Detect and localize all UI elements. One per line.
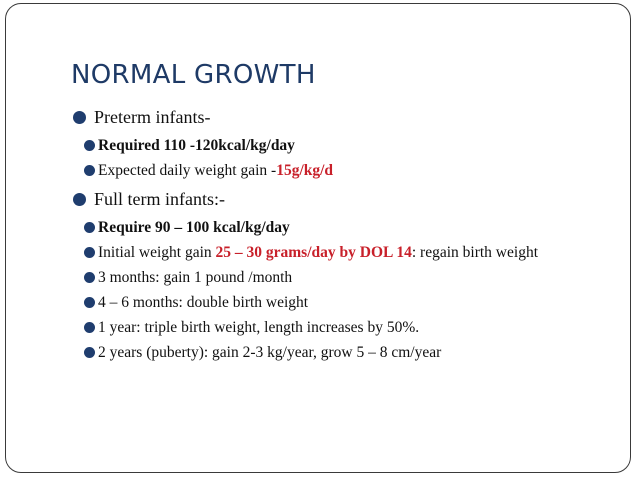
bullet-dot-icon (84, 322, 95, 333)
slide-frame (5, 3, 631, 473)
bullet-list: Preterm infants- Required 110 -120kcal/k… (73, 106, 613, 370)
sub-bullet-fullterm-4-6-months: 4 – 6 months: double birth weight (84, 293, 613, 313)
slide-title: NORMAL GROWTH (71, 60, 316, 90)
bullet-dot-icon (73, 193, 86, 206)
fullterm-heading: Full term infants:- (94, 189, 225, 209)
sub-bullet-fullterm-2-years: 2 years (puberty): gain 2-3 kg/year, gro… (84, 343, 613, 363)
fullterm-item-text: 2 years (puberty): gain 2-3 kg/year, gro… (98, 344, 442, 361)
bullet-dot-icon (84, 222, 95, 233)
preterm-gain-prefix: Expected daily weight gain - (98, 162, 277, 179)
sub-bullet-fullterm-require: Require 90 – 100 kcal/kg/day (84, 218, 613, 238)
bullet-dot-icon (84, 347, 95, 358)
sub-bullet-fullterm-initial: Initial weight gain 25 – 30 grams/day by… (84, 243, 613, 263)
sub-bullet-fullterm-1-year: 1 year: triple birth weight, length incr… (84, 318, 613, 338)
bullet-dot-icon (84, 247, 95, 258)
fullterm-initial-value: 25 – 30 grams/day by DOL 14 (215, 244, 412, 261)
fullterm-initial-prefix: Initial weight gain (98, 244, 216, 261)
fullterm-sublist: Require 90 – 100 kcal/kg/day Initial wei… (84, 218, 613, 363)
preterm-required-text: Required 110 -120kcal/kg/day (98, 137, 295, 154)
bullet-dot-icon (84, 272, 95, 283)
preterm-heading: Preterm infants- (94, 107, 211, 127)
preterm-sublist: Required 110 -120kcal/kg/day Expected da… (84, 136, 613, 181)
fullterm-item-text: 3 months: gain 1 pound /month (98, 269, 293, 286)
bullet-dot-icon (73, 111, 86, 124)
fullterm-item-text: 4 – 6 months: double birth weight (98, 294, 309, 311)
sub-bullet-preterm-required: Required 110 -120kcal/kg/day (84, 136, 613, 156)
sub-bullet-fullterm-3-months: 3 months: gain 1 pound /month (84, 268, 613, 288)
preterm-gain-value: 15g/kg/d (276, 162, 334, 179)
bullet-dot-icon (84, 165, 95, 176)
fullterm-require-text: Require 90 – 100 kcal/kg/day (98, 219, 290, 236)
bullet-dot-icon (84, 297, 95, 308)
sub-bullet-preterm-gain: Expected daily weight gain -15g/kg/d (84, 161, 613, 181)
bullet-fullterm: Full term infants:- Require 90 – 100 kca… (73, 188, 613, 363)
bullet-preterm: Preterm infants- Required 110 -120kcal/k… (73, 106, 613, 181)
fullterm-item-text: 1 year: triple birth weight, length incr… (98, 319, 420, 336)
fullterm-initial-suffix: : regain birth weight (411, 244, 538, 261)
bullet-dot-icon (84, 140, 95, 151)
